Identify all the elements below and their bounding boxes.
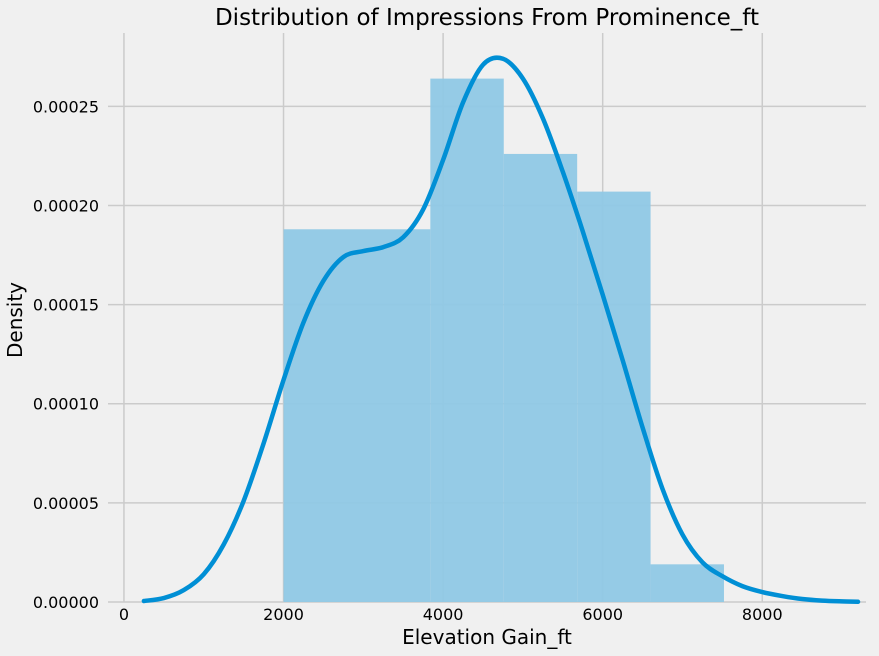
y-tick-label: 0.00010 [33, 395, 99, 414]
histogram-bar [577, 191, 651, 603]
x-tick-label: 8000 [742, 605, 783, 624]
x-tick-labels: 0 2000 4000 6000 8000 [119, 605, 783, 624]
y-tick-label: 0.00000 [33, 593, 99, 612]
y-tick-label: 0.00025 [33, 97, 99, 116]
kde-curve [141, 55, 861, 605]
histogram-bar [283, 229, 431, 602]
x-tick-label: 6000 [582, 605, 623, 624]
kde-curve-group [141, 55, 861, 605]
y-tick-label: 0.00005 [33, 494, 99, 513]
x-tick-label: 2000 [263, 605, 304, 624]
x-axis-label: Elevation Gain_ft [402, 625, 572, 649]
histogram-bars [283, 78, 724, 603]
histogram-bar [503, 153, 578, 602]
y-axis-label: Density [3, 282, 27, 358]
y-tick-label: 0.00015 [33, 296, 99, 315]
x-tick-label: 0 [119, 605, 129, 624]
histogram-bar [430, 78, 504, 602]
y-tick-label: 0.00020 [33, 196, 99, 215]
y-tick-labels: 0.00000 0.00005 0.00010 0.00015 0.00020 0.000… [33, 97, 99, 612]
x-tick-label: 4000 [423, 605, 464, 624]
chart-title: Distribution of Impressions From Promine… [215, 5, 759, 31]
